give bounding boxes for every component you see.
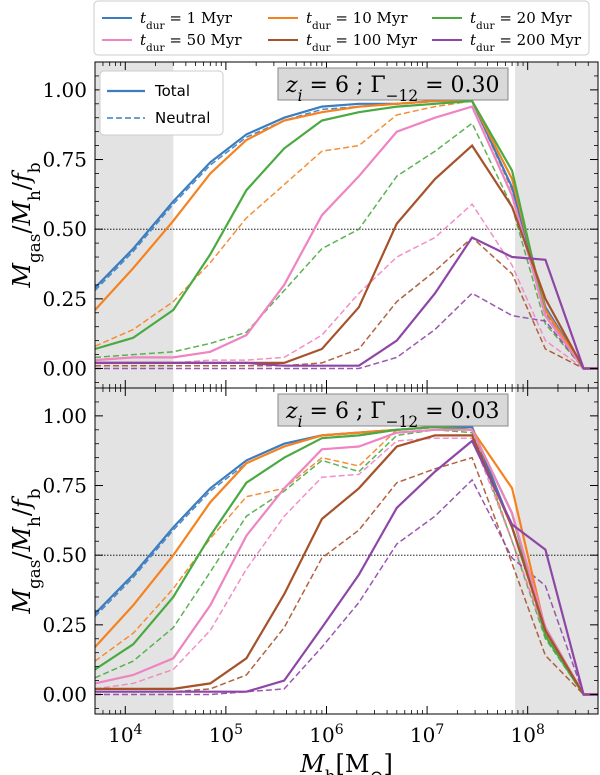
y-tick-label: 0.25 (42, 613, 87, 637)
legend-frame (93, 0, 590, 56)
series-neutral-line (95, 478, 598, 696)
series-total-line (95, 425, 598, 696)
axis-labels: 104 105 106 107 108 Mh[M⊙] (108, 722, 545, 775)
shaded-region (95, 388, 174, 714)
legend-label: tdur = 20 Myr (470, 9, 572, 32)
shaded-region (515, 62, 598, 388)
y-tick-label: 0.75 (42, 148, 87, 172)
panel-title: zi = 6 ; Γ−12 = 0.03 (285, 399, 500, 431)
series-total-line (95, 105, 598, 370)
legend-label: tdur = 200 Myr (470, 31, 582, 54)
series-total-line (95, 428, 598, 696)
axes-frame (94, 387, 599, 715)
legend-label: tdur = 10 Myr (306, 9, 408, 32)
panel-title-frame (277, 67, 509, 101)
upper-panel: 0.00 0.25 0.50 0.75 1.00 zi = 6 ; Γ−12 = 0.30… (8, 61, 599, 389)
series-neutral-line (95, 292, 598, 370)
y-tick-label: 0.00 (42, 356, 87, 380)
shaded-region (515, 388, 598, 714)
y-tick-label: 0.50 (42, 217, 87, 241)
series-total-line (95, 439, 598, 696)
neutral-label: Neutral (155, 109, 210, 127)
y-tick-label: 0.75 (42, 474, 87, 498)
y-tick-label: 0.25 (42, 287, 87, 311)
series-group (95, 425, 598, 696)
series-neutral-line (95, 426, 598, 696)
panel-title-box: zi = 6 ; Γ−12 = 0.30 (277, 67, 509, 105)
panel-title-frame (277, 393, 509, 427)
y-axis-label: Mgas/Mh/fb (8, 162, 44, 288)
legend-label: tdur = 100 Myr (306, 31, 418, 54)
y-tick-label: 0.00 (42, 682, 87, 706)
x-tick-label: 106 (309, 722, 343, 747)
x-tick-label: 108 (510, 722, 544, 747)
y-tick-label: 1.00 (42, 78, 87, 102)
x-axis-label: Mh[M⊙] (299, 750, 393, 775)
line-style-legend: Total Neutral (99, 70, 224, 136)
y-axis-label: Mgas/Mh/fb (8, 488, 44, 614)
line-style-legend-frame (99, 70, 224, 136)
legend-label: tdur = 1 Myr (140, 9, 233, 32)
y-tick-label: 0.50 (42, 543, 87, 567)
series-neutral-line (95, 236, 598, 370)
x-tick-label: 105 (209, 722, 243, 747)
legend-label: tdur = 50 Myr (140, 31, 242, 54)
series-neutral-line (95, 437, 598, 696)
top-legend: tdur = 1 Myr tdur = 10 Myr tdur = 20 Myrtd… (93, 0, 590, 56)
panel-title: zi = 6 ; Γ−12 = 0.30 (285, 73, 500, 105)
y-tick-label: 1.00 (42, 404, 87, 428)
series-total-line (95, 434, 598, 696)
series-group (95, 99, 598, 370)
series-neutral-line (95, 122, 598, 370)
y-axis-label-text: Mgas/Mh/fb (8, 162, 44, 288)
lower-panel: 0.00 0.25 0.50 0.75 1.00 zi = 6 ; Γ−12 = 0.03… (8, 387, 599, 715)
y-axis-label-text: Mgas/Mh/fb (8, 488, 44, 614)
x-tick-label: 107 (410, 722, 444, 747)
total-label: Total (154, 82, 190, 100)
panel-title-box: zi = 6 ; Γ−12 = 0.03 (277, 393, 509, 431)
x-tick-label: 104 (108, 722, 142, 747)
series-total-line (95, 236, 598, 370)
